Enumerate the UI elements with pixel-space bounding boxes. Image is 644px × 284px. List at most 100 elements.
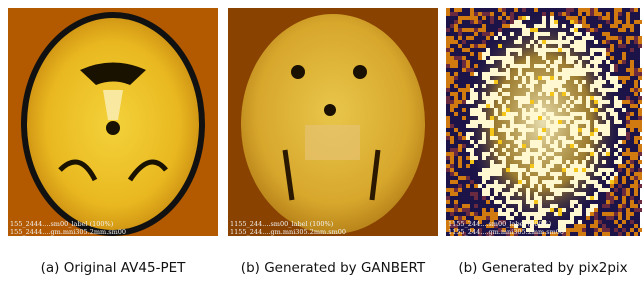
noise-pixel	[634, 88, 638, 92]
noise-pixel	[602, 188, 606, 192]
noise-pixel	[574, 100, 578, 104]
noise-pixel	[494, 112, 498, 116]
noise-pixel	[630, 64, 634, 68]
noise-pixel	[450, 148, 454, 152]
noise-pixel	[534, 192, 538, 196]
noise-pixel	[586, 8, 590, 12]
noise-pixel	[506, 84, 510, 88]
noise-pixel	[582, 112, 586, 116]
noise-pixel	[630, 220, 634, 224]
noise-pixel	[574, 80, 578, 84]
noise-pixel	[574, 136, 578, 140]
noise-pixel	[498, 208, 502, 212]
noise-pixel	[462, 60, 466, 64]
noise-pixel	[578, 136, 582, 140]
noise-pixel	[482, 76, 486, 80]
noise-pixel	[574, 128, 578, 132]
noise-pixel	[578, 12, 582, 16]
noise-pixel	[506, 48, 510, 52]
noise-pixel	[542, 116, 546, 120]
noise-pixel	[458, 100, 462, 104]
noise-pixel	[538, 76, 542, 80]
noise-pixel	[594, 216, 598, 220]
noise-pixel	[486, 120, 490, 124]
noise-pixel	[522, 168, 526, 172]
noise-pixel	[562, 136, 566, 140]
noise-pixel	[518, 144, 522, 148]
panel-c	[446, 8, 642, 236]
noise-pixel	[474, 16, 478, 20]
noise-pixel	[614, 176, 618, 180]
noise-pixel	[582, 128, 586, 132]
noise-pixel	[570, 188, 574, 192]
noise-pixel	[582, 68, 586, 72]
noise-pixel	[574, 72, 578, 76]
noise-pixel	[466, 64, 470, 68]
noise-pixel	[462, 88, 466, 92]
noise-pixel	[606, 72, 610, 76]
noise-pixel	[582, 16, 586, 20]
noise-pixel	[514, 96, 518, 100]
image-overlay-text: 1155_244....gm.mni305.2mm.sm00	[448, 228, 564, 236]
noise-pixel	[578, 100, 582, 104]
noise-pixel	[454, 96, 458, 100]
noise-pixel	[478, 56, 482, 60]
noise-pixel	[538, 184, 542, 188]
noise-pixel	[518, 100, 522, 104]
noise-pixel	[566, 100, 570, 104]
noise-pixel	[618, 60, 622, 64]
noise-pixel	[626, 36, 630, 40]
noise-pixel	[582, 224, 586, 228]
brain	[241, 14, 425, 234]
noise-pixel	[494, 188, 498, 192]
noise-pixel	[638, 200, 642, 204]
noise-pixel	[634, 36, 638, 40]
noise-pixel	[494, 136, 498, 140]
noise-pixel	[518, 96, 522, 100]
noise-pixel	[558, 32, 562, 36]
noise-pixel	[638, 152, 642, 156]
noise-pixel	[494, 192, 498, 196]
noise-pixel	[538, 52, 542, 56]
noise-pixel	[462, 68, 466, 72]
caption: (b) Generated by GANBERT	[241, 260, 426, 276]
noise-pixel	[582, 228, 586, 232]
noise-pixel	[610, 80, 614, 84]
noise-pixel	[510, 20, 514, 24]
noise-pixel	[598, 172, 602, 176]
noise-pixel	[626, 120, 630, 124]
noise-pixel	[602, 152, 606, 156]
noise-pixel	[502, 56, 506, 60]
noise-pixel	[458, 188, 462, 192]
noise-pixel	[538, 212, 542, 216]
noise-pixel	[582, 8, 586, 12]
noise-pixel	[462, 116, 466, 120]
noise-pixel	[562, 208, 566, 212]
noise-pixel	[566, 60, 570, 64]
noise-pixel	[570, 172, 574, 176]
noise-pixel	[578, 24, 582, 28]
noise-pixel	[470, 108, 474, 112]
noise-pixel	[530, 84, 534, 88]
noise-pixel	[490, 60, 494, 64]
noise-pixel	[626, 172, 630, 176]
noise-pixel	[638, 88, 642, 92]
noise-pixel	[474, 32, 478, 36]
noise-pixel	[618, 36, 622, 40]
noise-pixel	[626, 12, 630, 16]
noise-pixel	[550, 80, 554, 84]
noise-pixel	[634, 8, 638, 12]
noise-pixel	[574, 124, 578, 128]
noise-pixel	[574, 200, 578, 204]
noise-pixel	[538, 136, 542, 140]
noise-pixel	[582, 192, 586, 196]
noise-pixel	[602, 100, 606, 104]
noise-pixel	[490, 80, 494, 84]
noise-pixel	[578, 224, 582, 228]
noise-pixel	[622, 80, 626, 84]
noise-pixel	[550, 92, 554, 96]
noise-pixel	[514, 48, 518, 52]
noise-pixel	[530, 184, 534, 188]
image-overlay-text: 155_2444....gm.mni305.2mm.sm00	[10, 228, 126, 236]
noise-pixel	[518, 184, 522, 188]
